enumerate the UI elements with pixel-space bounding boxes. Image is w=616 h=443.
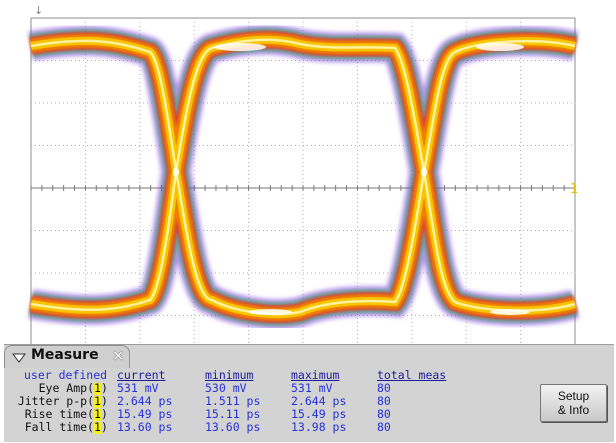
- eye-hotspots: [173, 43, 530, 315]
- measure-row-paren: ): [101, 420, 108, 434]
- measure-value-minimum: 530 mV: [205, 381, 247, 395]
- channel-marker: [94, 383, 101, 395]
- column-header-current: current: [117, 368, 166, 382]
- trigger-arrow-icon: ↓: [34, 4, 43, 17]
- section-label: user defined: [24, 368, 108, 382]
- column-header-total-meas: total meas: [377, 368, 447, 382]
- channel-marker: [94, 409, 101, 421]
- channel-marker: [94, 422, 101, 434]
- channel-marker-text: 1: [94, 381, 101, 395]
- measure-row-label: Eye Amp(: [38, 381, 94, 395]
- channel-marker: [94, 396, 101, 408]
- measure-value-current: 2.644 ps: [117, 394, 173, 408]
- measure-value-total: 80: [377, 420, 391, 434]
- measure-value-maximum: 2.644 ps: [291, 394, 347, 408]
- setup-info-button[interactable]: Setup & Info: [540, 384, 607, 422]
- channel-marker-text: 1: [94, 394, 101, 408]
- measure-value-maximum: 15.49 ps: [291, 407, 347, 421]
- column-header-minimum: minimum: [205, 368, 254, 382]
- channel-marker-text: 1: [94, 407, 101, 421]
- eye-pattern: [28, 24, 580, 330]
- eye-core-white: [30, 38, 576, 316]
- channel-marker-text: 1: [94, 420, 101, 434]
- chevron-down-icon[interactable]: [12, 353, 26, 363]
- measure-row-label: Rise time(: [24, 407, 94, 421]
- column-header-maximum: maximum: [291, 368, 340, 382]
- measure-tab[interactable]: [4, 345, 130, 368]
- setup-button-line1: Setup: [557, 389, 590, 403]
- measure-value-current: 531 mV: [117, 381, 159, 395]
- close-icon[interactable]: ✕: [112, 347, 125, 365]
- measure-value-current: 15.49 ps: [117, 407, 173, 421]
- setup-button-line2: & Info: [557, 403, 590, 417]
- measure-value-total: 80: [377, 381, 391, 395]
- measure-value-total: 80: [377, 394, 391, 408]
- trigger-level-marker: 1: [570, 182, 579, 197]
- measure-tab-label: Measure: [31, 347, 99, 363]
- measure-value-minimum: 15.11 ps: [205, 407, 261, 421]
- measure-value-current: 13.60 ps: [117, 420, 173, 434]
- measure-value-maximum: 531 mV: [291, 381, 333, 395]
- measure-row-label: Jitter p-p(: [17, 394, 94, 408]
- measure-row-paren: ): [101, 407, 108, 421]
- measure-value-total: 80: [377, 407, 391, 421]
- measure-value-minimum: 1.511 ps: [205, 394, 261, 408]
- measure-row-label: Fall time(: [24, 420, 94, 434]
- measure-value-minimum: 13.60 ps: [205, 420, 261, 434]
- measure-row-paren: ): [101, 381, 108, 395]
- measure-value-maximum: 13.98 ps: [291, 420, 347, 434]
- measure-row-paren: ): [101, 394, 108, 408]
